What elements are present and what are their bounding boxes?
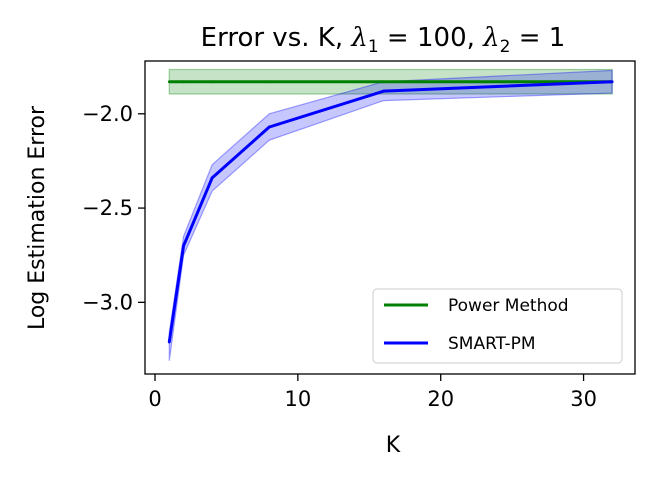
plot-frame — [144, 60, 636, 375]
data-point-power-method — [267, 80, 271, 84]
data-point-smart-pm — [167, 340, 171, 344]
title-subscript-1: 1 — [368, 37, 379, 57]
data-point-power-method — [210, 80, 214, 84]
legend-label-power-method: Power Method — [448, 296, 569, 316]
data-point-smart-pm — [382, 89, 385, 93]
series-line-smart-pm — [167, 80, 613, 343]
x-tick-label: 20 — [427, 387, 454, 411]
y-tick-label: −3.0 — [82, 290, 133, 314]
title-lambda-2: λ — [482, 23, 499, 53]
data-point-smart-pm — [610, 80, 614, 84]
y-tick-label: −2.0 — [82, 102, 133, 126]
data-point-power-method — [167, 80, 171, 84]
title-lambda-1: λ — [350, 23, 367, 53]
title-equals-2: = 1 — [510, 23, 565, 53]
x-axis-label: K — [386, 433, 401, 458]
title-equals-1: = 100, — [379, 23, 483, 53]
x-axis-ticks: 0 10 20 30 — [148, 374, 597, 411]
data-point-power-method — [182, 80, 185, 84]
x-tick-label: 30 — [570, 387, 597, 411]
y-axis-label: Log Estimation Error — [25, 105, 50, 330]
data-point-smart-pm — [267, 125, 271, 129]
series-lines — [167, 80, 614, 344]
title-subscript-2: 2 — [500, 37, 511, 57]
x-tick-label: 10 — [284, 387, 311, 411]
data-point-smart-pm — [210, 176, 214, 180]
data-point-smart-pm — [182, 244, 185, 248]
legend-label-smart-pm: SMART-PM — [448, 334, 536, 354]
y-tick-label: −2.5 — [82, 196, 133, 220]
data-point-power-method — [382, 80, 385, 84]
legend-box — [372, 288, 623, 364]
title-prefix: Error vs. K, — [201, 23, 352, 53]
x-tick-label: 0 — [148, 387, 161, 411]
y-axis-ticks: −3.0 −2.5 −2.0 — [82, 102, 145, 314]
chart-title: Error vs. K, λ1 = 100, λ2 = 1 — [201, 23, 566, 57]
legend: Power Method SMART-PM — [372, 288, 623, 364]
